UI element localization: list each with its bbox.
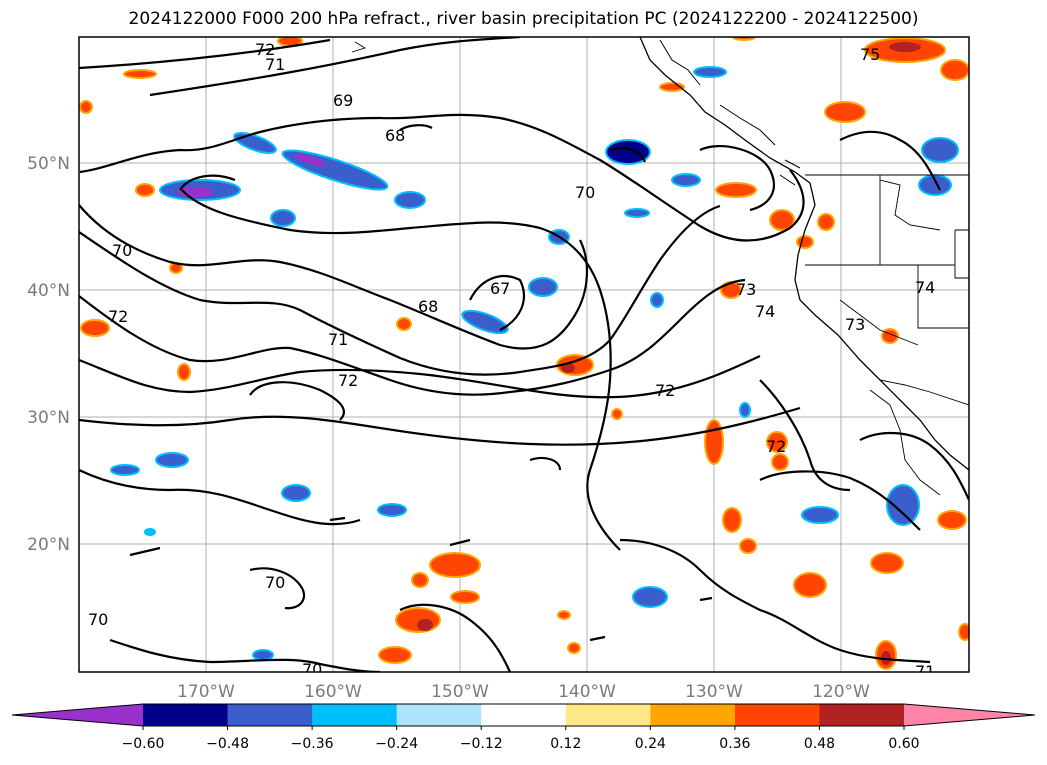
contour-label: 72 — [338, 371, 358, 390]
colorbar-swatch — [650, 704, 736, 726]
contour-label: 75 — [860, 45, 880, 64]
contour-label: 73 — [845, 315, 865, 334]
lon-label: 120°W — [812, 682, 870, 702]
colorbar-swatch — [734, 704, 820, 726]
contour-label: 68 — [418, 297, 438, 316]
colorbar-swatch — [312, 704, 398, 726]
contour-label: 71 — [328, 330, 348, 349]
colorbar-swatch — [227, 704, 313, 726]
colorbar-tick-label: 0.60 — [888, 736, 919, 752]
contour-label: 70 — [112, 241, 132, 260]
lon-label: 140°W — [558, 682, 616, 702]
lon-label: 150°W — [431, 682, 489, 702]
contour-label: 70 — [88, 610, 108, 629]
coastlines-borders — [351, 37, 969, 496]
contour-label: 72 — [108, 307, 128, 326]
contour-label: 74 — [915, 278, 935, 297]
longitude-labels: 170°W 160°W 150°W 140°W 130°W 120°W — [177, 682, 870, 702]
colorbar-swatch — [481, 704, 567, 726]
colorbar-extension-high — [904, 704, 1035, 726]
contour-label: 74 — [755, 302, 775, 321]
contour-label: 71 — [915, 662, 935, 681]
contour-label: 72 — [655, 381, 675, 400]
colorbar-tick-label: −0.24 — [375, 736, 418, 752]
colorbar-tick-label: −0.48 — [206, 736, 249, 752]
colorbar: −0.60 −0.48 −0.36 −0.24 −0.12 0.12 0.24 0.36 0.4… — [11, 703, 1036, 752]
colorbar-swatch — [143, 704, 229, 726]
map-frame — [78, 36, 970, 673]
colorbar-extension-low — [12, 704, 143, 726]
colorbar-tick-label: −0.12 — [460, 736, 503, 752]
lat-label: 50°N — [27, 154, 70, 174]
colorbar-swatch — [565, 704, 651, 726]
contour-label: 70 — [575, 183, 595, 202]
refractivity-contours — [79, 37, 969, 672]
colorbar-swatch — [396, 704, 482, 726]
colorbar-tick-label: −0.60 — [122, 736, 165, 752]
contour-label: 69 — [333, 91, 353, 110]
lat-label: 40°N — [27, 281, 70, 301]
colorbar-tick-label: 0.24 — [635, 736, 666, 752]
lon-label: 130°W — [685, 682, 743, 702]
positive-pc-shading — [79, 37, 969, 670]
contour-label: 70 — [265, 573, 285, 592]
colorbar-tick-label: −0.36 — [291, 736, 334, 752]
map-title: 2024122000 F000 200 hPa refract., river … — [128, 9, 919, 29]
contour-labels: 72 71 69 68 70 75 70 67 68 71 72 72 73 7… — [88, 40, 935, 681]
map-area — [79, 37, 969, 672]
contour-label: 73 — [736, 280, 756, 299]
contour-label: 71 — [265, 55, 285, 74]
contour-label: 72 — [255, 40, 275, 59]
contour-label: 68 — [385, 126, 405, 145]
lon-label: 170°W — [177, 682, 235, 702]
lat-label: 30°N — [27, 408, 70, 428]
negative-pc-shading — [110, 66, 959, 661]
contour-label: 70 — [302, 660, 322, 679]
latitude-labels: 50°N 40°N 30°N 20°N — [27, 154, 70, 555]
colorbar-tick-label: 0.48 — [804, 736, 835, 752]
contour-label: 72 — [766, 437, 786, 456]
colorbar-tick-label: 0.36 — [719, 736, 750, 752]
lat-label: 20°N — [27, 535, 70, 555]
colorbar-swatch — [819, 704, 905, 726]
lon-label: 160°W — [304, 682, 362, 702]
colorbar-tick-label: 0.12 — [550, 736, 581, 752]
contour-label: 67 — [490, 279, 510, 298]
